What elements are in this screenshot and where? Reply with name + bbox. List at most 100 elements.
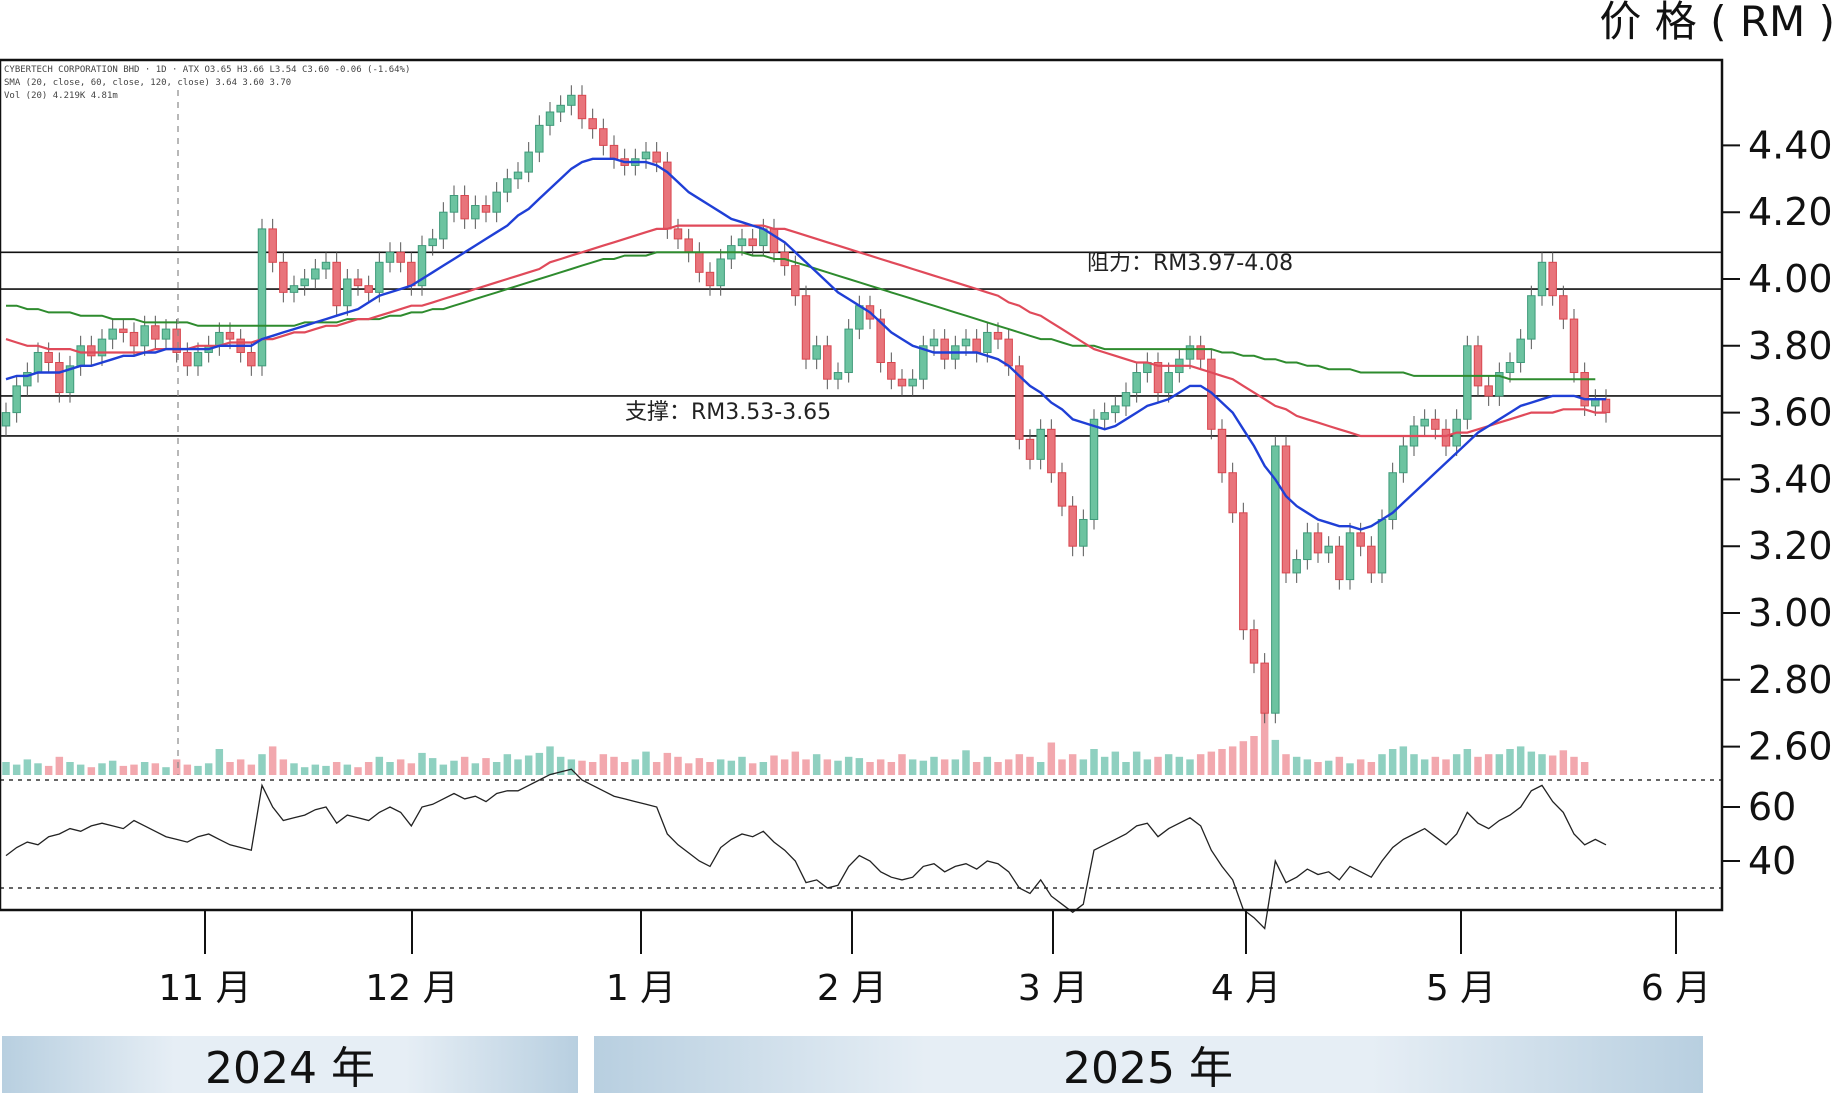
price-tick-label: 2.80 (1748, 658, 1833, 702)
candle-body (524, 151, 533, 173)
candle-body (887, 362, 896, 380)
candle-body (908, 378, 917, 387)
volume-bar (162, 767, 170, 775)
candle-body (641, 151, 651, 160)
volume-bar (919, 760, 928, 775)
volume-bar (364, 762, 373, 775)
month-label: 2 月 (817, 968, 887, 1009)
candle-body (44, 351, 53, 364)
candle-body (1324, 545, 1333, 554)
candle-body (1335, 545, 1344, 581)
volume-bar (1474, 756, 1482, 775)
candle-body (919, 345, 928, 380)
volume-bar (684, 763, 693, 775)
month-label: 4 月 (1211, 968, 1281, 1009)
volume-bar (1122, 762, 1130, 775)
candle-body (1484, 385, 1493, 397)
volume-bar (876, 759, 885, 775)
volume-bar (887, 762, 896, 775)
volume-bar (1527, 751, 1536, 775)
volume-bar (1228, 746, 1237, 775)
volume-bar (130, 764, 138, 775)
candle-body (1303, 532, 1312, 561)
volume-bar (652, 762, 661, 775)
candle-body (513, 171, 523, 180)
volume-bar (1356, 759, 1365, 775)
price-unit-label: 价 格 ( RM ) (1599, 0, 1835, 46)
candle-body (65, 365, 75, 394)
volume-bar (1186, 759, 1194, 775)
volume-bar (855, 758, 864, 775)
sma120-line (6, 251, 1596, 381)
volume-bar (343, 764, 352, 775)
candle-body (823, 345, 832, 380)
candle-body (1132, 372, 1141, 394)
candle-body (215, 331, 224, 347)
volume-bar (994, 762, 1002, 775)
candle-body (1420, 418, 1429, 427)
volume-bar (1516, 746, 1525, 775)
year-label-2025: 2025 年 (1063, 1043, 1233, 1093)
volume-bar (1399, 746, 1408, 775)
indicator-tick-label: 40 (1748, 839, 1796, 883)
volume-bar (311, 764, 320, 775)
candle-body (1388, 472, 1397, 520)
volume-bar (471, 763, 480, 775)
volume-bar (983, 756, 992, 775)
volume-bar (396, 759, 405, 775)
sma20-line (5, 157, 1606, 531)
volume-bar (1250, 736, 1258, 775)
candle-body (1100, 412, 1109, 420)
volume-bar (1207, 751, 1216, 775)
volume-bar (34, 763, 42, 775)
volume-bar (1068, 754, 1077, 775)
candle-body (1548, 261, 1557, 297)
candlesticks (1, 85, 1611, 724)
volume-bar (631, 759, 640, 775)
candle-body (567, 94, 576, 106)
volume-bar (844, 756, 853, 775)
volume-bar (119, 765, 128, 775)
candle-body (1089, 418, 1099, 520)
volume-bar (418, 752, 426, 775)
candle-body (1313, 532, 1323, 554)
volume-bar (663, 752, 672, 775)
candle-body (1004, 338, 1013, 367)
candle-body (844, 328, 853, 374)
volume-bar (1303, 759, 1312, 775)
candle-body (1057, 472, 1067, 507)
candle-body (1185, 345, 1195, 360)
volume-bar (12, 764, 21, 775)
volume-bar (23, 759, 32, 775)
candle-body (289, 285, 299, 293)
volume-bar (716, 759, 725, 775)
candle-body (268, 228, 277, 263)
candle-body (1559, 295, 1568, 320)
price-tick-label: 3.40 (1748, 457, 1833, 501)
price-tick-label: 3.20 (1748, 524, 1833, 568)
candle-body (961, 338, 971, 347)
candle-body (417, 245, 427, 287)
volume-bar (386, 762, 394, 775)
volume-bar (695, 758, 704, 775)
month-label: 5 月 (1426, 968, 1496, 1009)
candle-body (439, 211, 448, 240)
volume-bar (898, 754, 906, 775)
volume-bar (908, 759, 917, 775)
candle-body (353, 278, 363, 287)
candle-body (1271, 445, 1280, 714)
candle-body (449, 195, 459, 213)
volume-bar (951, 759, 960, 775)
price-tick-label: 4.00 (1748, 257, 1833, 301)
candle-body (833, 372, 843, 380)
candle-body (1025, 438, 1035, 460)
volume-bar (204, 763, 213, 775)
candle-body (375, 261, 384, 293)
candle-body (1249, 629, 1259, 664)
volume-bar (247, 764, 256, 775)
volume-bar (524, 755, 533, 775)
indicator-tick-label: 60 (1748, 785, 1796, 829)
volume-bar (1175, 756, 1184, 775)
candle-body (1292, 559, 1301, 574)
volume-bar (1367, 762, 1376, 775)
